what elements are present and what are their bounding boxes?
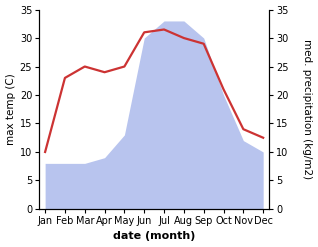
Y-axis label: max temp (C): max temp (C) xyxy=(5,73,16,145)
X-axis label: date (month): date (month) xyxy=(113,231,195,242)
Y-axis label: med. precipitation (kg/m2): med. precipitation (kg/m2) xyxy=(302,39,313,179)
